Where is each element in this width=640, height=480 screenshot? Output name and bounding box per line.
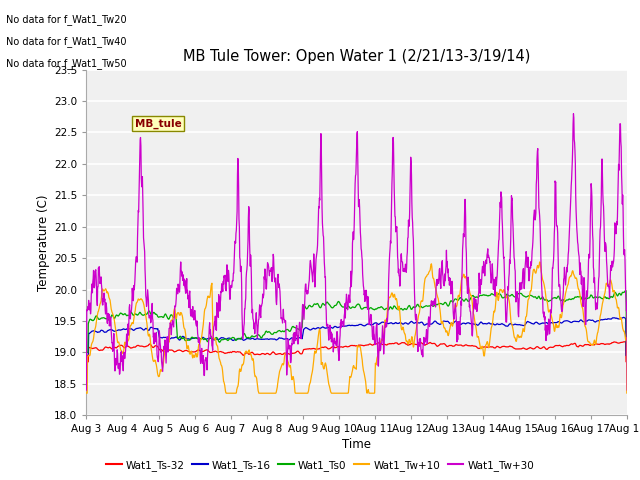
Y-axis label: Temperature (C): Temperature (C): [37, 194, 50, 291]
Text: No data for f_Wat1_Tw50: No data for f_Wat1_Tw50: [6, 58, 127, 69]
Title: MB Tule Tower: Open Water 1 (2/21/13-3/19/14): MB Tule Tower: Open Water 1 (2/21/13-3/1…: [183, 49, 531, 64]
X-axis label: Time: Time: [342, 438, 371, 451]
Text: No data for f_Wat1_Tw40: No data for f_Wat1_Tw40: [6, 36, 127, 47]
Legend: Wat1_Ts-32, Wat1_Ts-16, Wat1_Ts0, Wat1_Tw+10, Wat1_Tw+30: Wat1_Ts-32, Wat1_Ts-16, Wat1_Ts0, Wat1_T…: [102, 456, 538, 475]
Text: No data for f_Wat1_Tw20: No data for f_Wat1_Tw20: [6, 14, 127, 25]
Text: MB_tule: MB_tule: [135, 119, 182, 129]
